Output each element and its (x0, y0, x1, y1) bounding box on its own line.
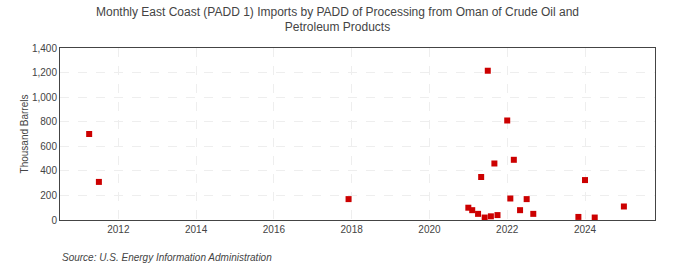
svg-text:Monthly East Coast (PADD 1) Im: Monthly East Coast (PADD 1) Imports by P… (96, 5, 579, 35)
svg-text:2012: 2012 (107, 224, 130, 235)
svg-text:2018: 2018 (341, 224, 364, 235)
svg-text:Thousand Barrels: Thousand Barrels (19, 95, 30, 174)
svg-text:200: 200 (40, 190, 57, 201)
svg-text:1,400: 1,400 (32, 43, 57, 54)
svg-text:Source: U.S. Energy Informatio: Source: U.S. Energy Information Administ… (62, 252, 272, 263)
svg-text:400: 400 (40, 165, 57, 176)
svg-text:2022: 2022 (496, 224, 519, 235)
svg-text:1,200: 1,200 (32, 67, 57, 78)
svg-text:2024: 2024 (574, 224, 597, 235)
svg-text:800: 800 (40, 116, 57, 127)
svg-text:2014: 2014 (185, 224, 208, 235)
svg-text:600: 600 (40, 141, 57, 152)
svg-text:2020: 2020 (418, 224, 441, 235)
svg-text:1,000: 1,000 (32, 92, 57, 103)
svg-text:2016: 2016 (263, 224, 286, 235)
svg-text:0: 0 (51, 215, 57, 226)
